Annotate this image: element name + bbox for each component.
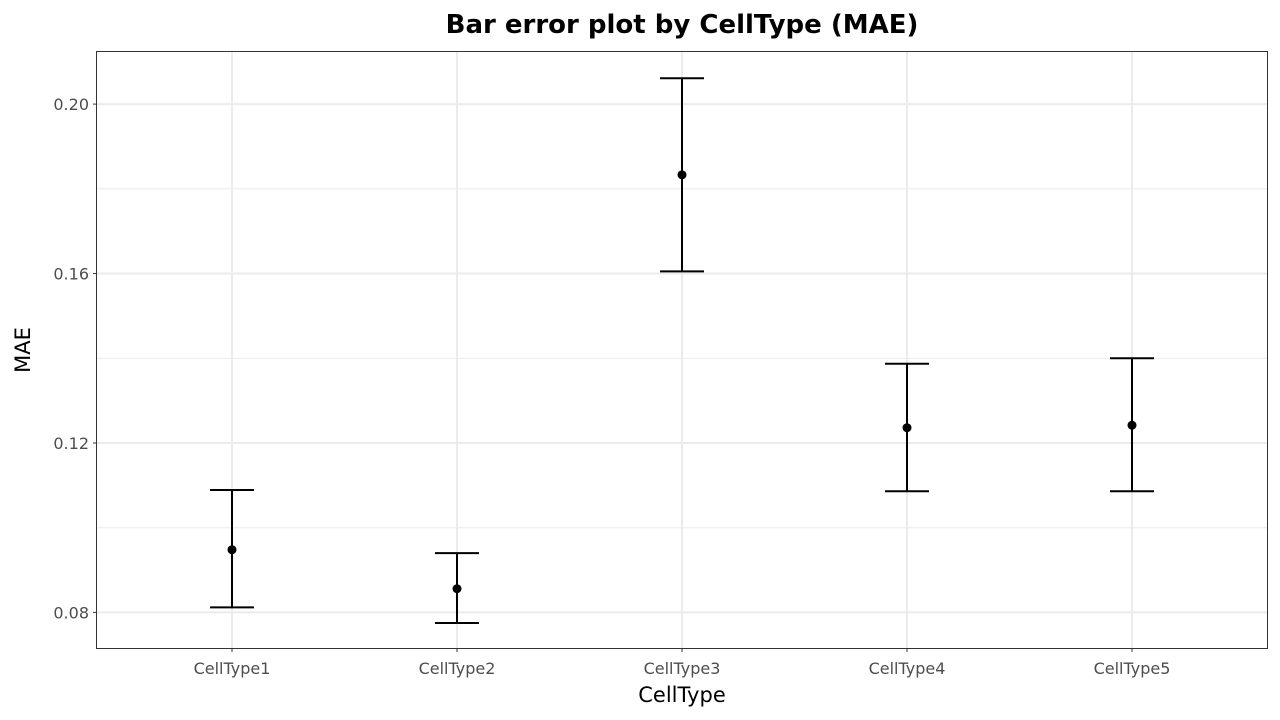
- x-tick-label: CellType5: [1094, 659, 1171, 678]
- x-tick-label: CellType3: [644, 659, 721, 678]
- mean-point: [677, 170, 687, 180]
- y-tick-label: 0.12: [53, 434, 89, 453]
- y-axis-title: MAE: [11, 327, 35, 373]
- x-axis: CellType1 CellType2 CellType3 CellType4 Cell…: [194, 648, 1171, 678]
- y-tick-label: 0.16: [53, 265, 89, 284]
- error-bars: [210, 77, 1154, 625]
- errorbar-2: [435, 552, 479, 625]
- y-tick-label: 0.08: [53, 603, 89, 622]
- mean-point: [227, 545, 237, 555]
- x-tick-label: CellType4: [869, 659, 946, 678]
- mean-point: [452, 584, 462, 594]
- x-tick-label: CellType1: [194, 659, 271, 678]
- errorbar-1: [210, 488, 254, 609]
- chart-title: Bar error plot by CellType (MAE): [446, 10, 919, 40]
- x-tick-label: CellType2: [419, 659, 496, 678]
- errorbar-5: [1110, 357, 1154, 493]
- mean-point: [1127, 420, 1137, 430]
- y-tick-label: 0.20: [53, 95, 89, 114]
- x-axis-title: CellType: [638, 683, 726, 707]
- errorbar-4: [885, 362, 929, 493]
- y-axis: 0.08 0.12 0.16 0.20: [53, 95, 97, 622]
- mean-point: [902, 423, 912, 433]
- major-gridlines: [97, 52, 1267, 648]
- errorbar-3: [660, 77, 704, 273]
